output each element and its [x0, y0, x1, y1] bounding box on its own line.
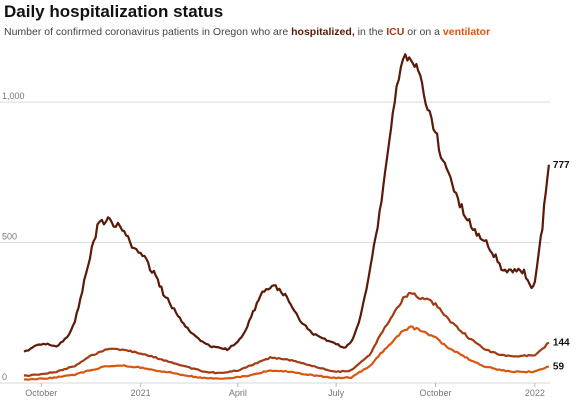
legend-icu: ICU: [386, 26, 405, 38]
end-label-hospitalized: 777: [553, 160, 570, 171]
subtitle-text: or on a: [404, 26, 443, 38]
subtitle-text: Number of confirmed coronavirus patients…: [4, 26, 292, 38]
end-label-ventilator: 59: [553, 361, 565, 372]
chart-subtitle: Number of confirmed coronavirus patients…: [4, 26, 490, 38]
chart-title: Daily hospitalization status: [4, 2, 224, 21]
x-tick-label: 2022: [525, 388, 545, 398]
series-layer: [23, 53, 550, 381]
y-tick-label: 500: [2, 232, 17, 242]
legend-ventilator: ventilator: [442, 26, 491, 38]
label-layer: 777 144 59: [553, 160, 570, 373]
x-tick-label: October: [25, 388, 57, 398]
x-tick-label: July: [328, 388, 345, 398]
y-tick-label: 1,000: [2, 91, 25, 101]
legend-hospitalized: hospitalized,: [291, 26, 355, 38]
x-tick-label: April: [229, 388, 247, 398]
x-tick-label: 2021: [131, 388, 151, 398]
series-line-hospitalized: [23, 53, 550, 353]
x-tick-label: October: [420, 388, 452, 398]
series-line-icu: [23, 292, 550, 377]
subtitle-text: in the: [354, 26, 387, 38]
y-tick-label: 0: [2, 372, 7, 382]
grid-layer: 0 500 1,000 October 2021 April July October 2022: [0, 91, 550, 398]
end-label-icu: 144: [553, 338, 570, 349]
series-line-ventilator: [23, 325, 550, 381]
